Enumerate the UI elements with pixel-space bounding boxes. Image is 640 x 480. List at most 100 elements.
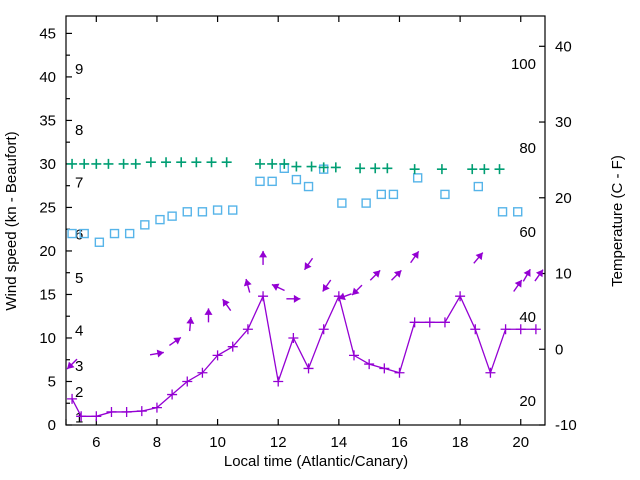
pressure-marker <box>318 162 329 173</box>
pressure-marker <box>176 157 187 168</box>
x-tick-label: 12 <box>270 434 287 451</box>
pressure-marker <box>118 158 129 169</box>
pressure-marker <box>409 164 420 175</box>
wind-direction-arrowhead <box>322 283 330 292</box>
beaufort-label: 4 <box>75 322 83 339</box>
wind-speed-marker <box>303 363 314 374</box>
wind-speed-marker <box>485 367 496 378</box>
temperature-marker <box>79 228 89 239</box>
wind-speed-marker <box>455 291 466 302</box>
wind-speed-marker <box>515 324 526 335</box>
pressure-marker <box>291 161 302 172</box>
y-tick-label-left: 45 <box>39 25 56 42</box>
fahrenheit-label: 20 <box>519 393 536 410</box>
temperature-marker <box>155 214 165 225</box>
wind-speed-marker <box>182 376 193 387</box>
wind-direction-arrowhead <box>523 269 531 277</box>
pressure-marker <box>130 158 141 169</box>
pressure-marker <box>382 163 393 174</box>
y-tick-label-left: 35 <box>39 112 56 129</box>
y-tick-label-left: 0 <box>48 417 56 434</box>
temperature-marker <box>440 189 450 200</box>
y-tick-label-left: 25 <box>39 199 56 216</box>
pressure-marker <box>206 157 217 168</box>
pressure-marker <box>355 163 366 174</box>
y-tick-label-left: 10 <box>39 330 56 347</box>
wind-speed-marker <box>379 363 390 374</box>
temperature-marker <box>267 176 277 187</box>
y-tick-label-left: 20 <box>39 243 56 260</box>
beaufort-label: 5 <box>75 270 83 287</box>
beaufort-label: 7 <box>75 174 83 191</box>
x-axis-title: Local time (Atlantic/Canary) <box>224 453 408 470</box>
wind-direction-arrowhead <box>271 283 280 291</box>
pressure-marker <box>145 157 156 168</box>
y-tick-label-right: -10 <box>555 417 577 434</box>
wind-direction-arrowhead <box>186 317 195 324</box>
wind-direction-arrowhead <box>173 337 181 345</box>
temperature-marker <box>167 211 177 221</box>
pressure-marker <box>221 157 232 168</box>
pressure-marker <box>103 158 114 169</box>
temperature-marker <box>94 237 105 247</box>
beaufort-label: 3 <box>75 358 83 375</box>
pressure-marker <box>330 162 341 173</box>
pressure-marker <box>436 164 447 175</box>
x-tick-label: 16 <box>391 434 408 451</box>
y-tick-label-left: 40 <box>39 69 56 86</box>
wind-direction-arrowhead <box>293 294 301 303</box>
x-tick-label: 10 <box>209 434 226 451</box>
wind-direction-arrowhead <box>352 287 360 296</box>
wind-speed-marker <box>288 332 299 343</box>
pressure-marker <box>161 157 172 168</box>
wind-direction-arrowhead <box>338 292 346 301</box>
fahrenheit-label: 100 <box>511 56 536 73</box>
wind-speed-marker <box>91 411 102 422</box>
temperature-marker <box>228 205 238 215</box>
wind-speed-marker <box>273 376 284 387</box>
temperature-marker <box>337 198 347 208</box>
beaufort-label: 9 <box>75 61 83 78</box>
wind-direction-arrowhead <box>67 361 75 370</box>
y-tick-label-left: 15 <box>39 286 56 303</box>
wind-speed-marker <box>318 324 329 335</box>
pressure-marker <box>467 164 478 175</box>
temperature-marker <box>67 228 77 239</box>
temperature-marker <box>412 173 423 183</box>
pressure-marker <box>191 157 202 168</box>
temperature-marker <box>182 207 192 217</box>
y-tick-label-right: 0 <box>555 341 563 358</box>
pressure-marker <box>267 158 278 169</box>
wind-speed-marker <box>67 393 78 404</box>
wind-direction-arrowhead <box>372 270 381 278</box>
pressure-marker <box>370 163 381 174</box>
wind-speed-marker <box>424 317 435 328</box>
temperature-marker <box>140 220 150 230</box>
beaufort-label: 8 <box>75 122 83 139</box>
y-tick-label-left: 5 <box>48 373 56 390</box>
pressure-marker <box>91 158 102 169</box>
wind-speed-marker <box>394 367 405 378</box>
pressure-marker <box>67 158 78 169</box>
wind-direction-arrowhead <box>514 280 522 288</box>
wind-speed-marker <box>409 317 420 328</box>
fahrenheit-label: 60 <box>519 224 536 241</box>
wind-speed-marker <box>349 350 360 361</box>
beaufort-label: 2 <box>75 384 83 401</box>
wind-direction-arrowhead <box>222 299 230 307</box>
y-axis-title-right: Temperature (C - F) <box>609 155 626 287</box>
wind-speed-marker <box>470 324 481 335</box>
wind-speed-marker <box>500 324 511 335</box>
wind-direction-arrowhead <box>204 308 213 315</box>
beaufort-label: 1 <box>75 409 83 426</box>
fahrenheit-label: 40 <box>519 309 536 326</box>
temperature-marker <box>388 189 399 200</box>
wind-speed-marker <box>212 350 223 361</box>
wind-speed-marker <box>227 341 238 352</box>
x-tick-label: 18 <box>452 434 469 451</box>
temperature-marker <box>109 228 120 239</box>
wind-speed-marker <box>197 367 208 378</box>
x-tick-label: 20 <box>512 434 529 451</box>
y-tick-label-right: 40 <box>555 38 572 55</box>
temperature-marker <box>255 176 265 187</box>
